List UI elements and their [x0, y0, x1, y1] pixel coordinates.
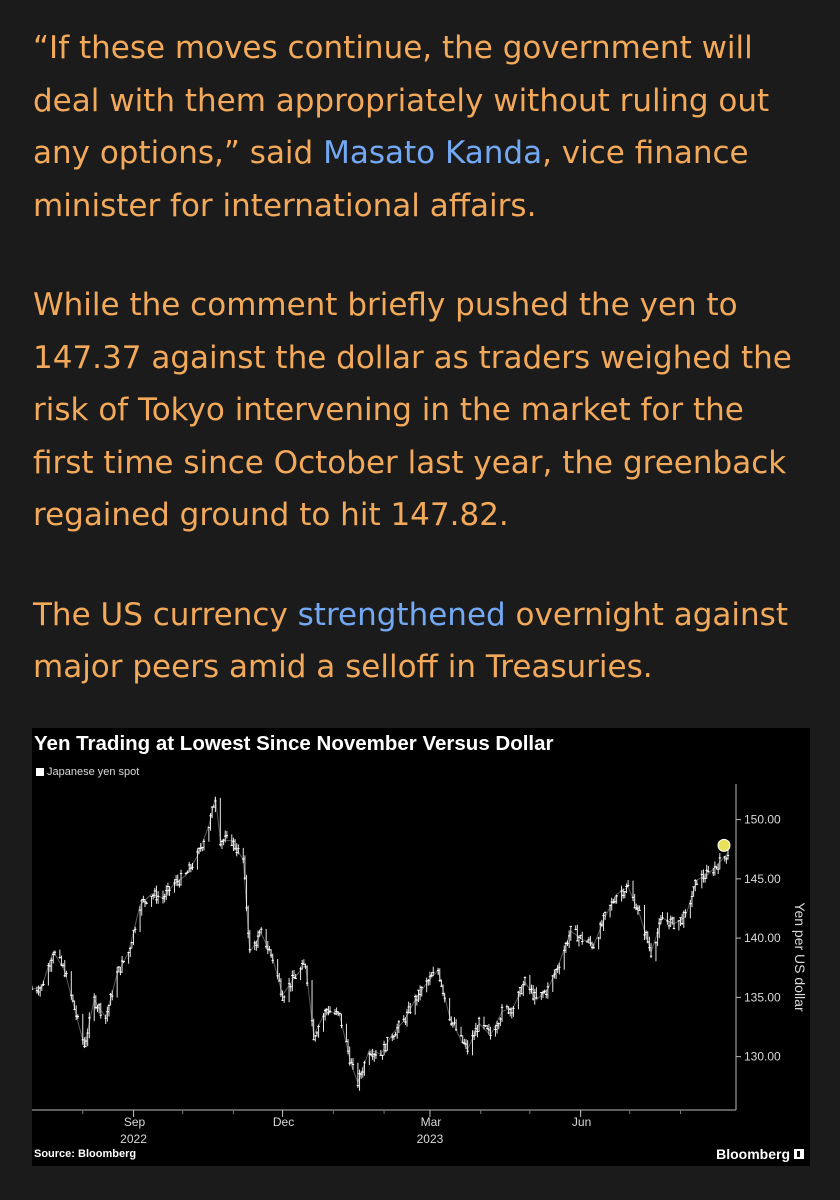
bloomberg-logo: Bloomberg: [716, 1146, 804, 1162]
article-paragraph-currency: The US currency strengthened overnight a…: [33, 589, 803, 694]
chart-plot: 130.00 135.00 140.00 145.00 150.00 Sep Dec Mar J…: [32, 784, 808, 1146]
y-tick-label: 135.00: [744, 990, 781, 1004]
bloomberg-icon: [794, 1149, 804, 1159]
currency-text-tail: overnight against major peers amid a sel…: [33, 596, 788, 686]
currency-text: The US currency: [33, 596, 298, 633]
x-tick-label: Jun: [572, 1115, 591, 1129]
x-tick-label: Dec: [273, 1115, 294, 1129]
quote-text-tail: , vice finance minister for internationa…: [33, 135, 749, 224]
chart-source: Source: Bloomberg: [34, 1148, 137, 1160]
legend-label: Japanese yen spot: [47, 766, 140, 778]
x-tick-label: Sep: [124, 1115, 146, 1129]
brand-name: Bloomberg: [716, 1146, 790, 1162]
x-tick-label: Mar: [421, 1115, 442, 1129]
year-label: 2023: [417, 1132, 444, 1146]
chart-title: Yen Trading at Lowest Since November Ver…: [34, 732, 554, 755]
legend-swatch: [36, 768, 44, 776]
y-tick-label: 140.00: [744, 931, 781, 945]
article-paragraph-yen: While the comment briefly pushed the yen…: [33, 287, 792, 533]
year-label: 2022: [120, 1132, 147, 1146]
y-tick-label: 130.00: [744, 1050, 781, 1064]
yen-series-line: [32, 796, 729, 1085]
quote-text: “If these moves continue, the government…: [33, 30, 770, 171]
y-axis-title: Yen per US dollar: [792, 902, 808, 1012]
article-body: “If these moves continue, the government…: [33, 22, 803, 741]
y-tick-label: 150.00: [744, 813, 781, 827]
yen-chart: Yen Trading at Lowest Since November Ver…: [32, 728, 810, 1166]
chart-legend: Japanese yen spot: [36, 766, 139, 778]
article-paragraph-quote: “If these moves continue, the government…: [33, 22, 803, 232]
strengthened-link[interactable]: strengthened: [297, 596, 506, 633]
y-tick-label: 145.00: [744, 872, 781, 886]
masato-kanda-link[interactable]: Masato Kanda: [323, 135, 543, 171]
latest-point-marker: [717, 838, 731, 852]
